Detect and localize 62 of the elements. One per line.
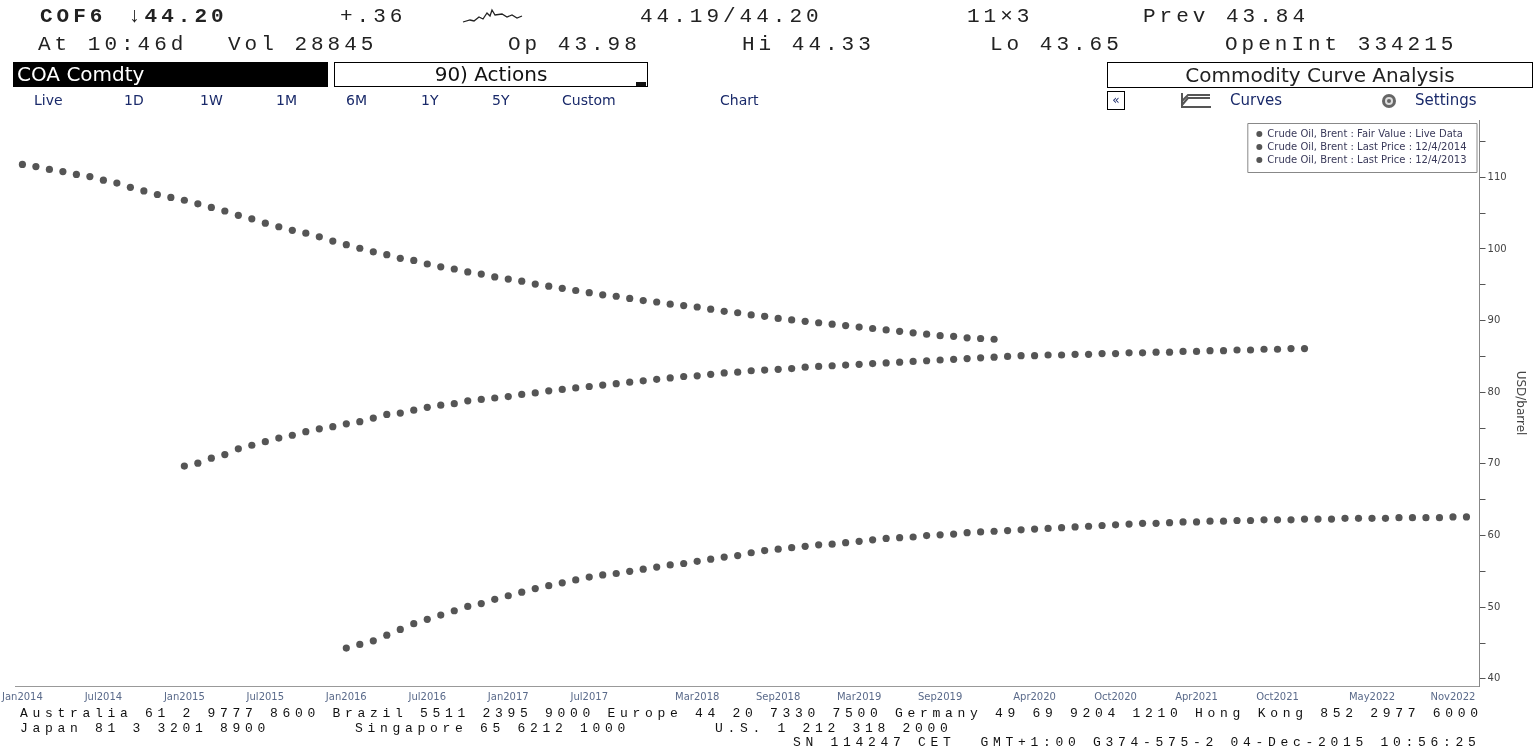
x-tick-label: Jul2014 [83,690,123,702]
legend-label: Crude Oil, Brent : Last Price : 12/4/2014 [1267,140,1467,152]
x-tick-label: Jan2016 [324,690,367,702]
x-tick-label: Jan2017 [486,690,529,702]
text: « [1107,91,1125,110]
text: Op 43.98 [508,33,641,56]
text: SN 114247 CET GMT+1:00 G374-575-2 04-Dec-2015 10:56:25 [793,735,1481,750]
y-tick-label: 80 [1487,385,1501,397]
text: 11×3 [967,5,1034,28]
text: 1D [124,92,144,108]
text: Settings [1415,91,1477,109]
y-tick-label: 40 [1487,672,1501,684]
x-tick-label: Oct2020 [1094,690,1137,702]
text: Prev 43.84 [1143,5,1310,28]
y-axis-title: USD/barrel [1513,370,1528,436]
text: At 10:46d [38,33,188,56]
text: 5Y [492,92,510,108]
x-tick-label: Mar2019 [836,690,882,702]
x-tick-label: Sep2018 [756,690,801,702]
x-tick-label: Nov2022 [1430,690,1476,702]
text: Japan 81 3 3201 8900 [20,721,271,736]
text: 44.19/44.20 [640,5,823,28]
x-tick-label: Jul2016 [407,690,447,702]
text: +.36 [340,5,407,28]
x-tick-label: Apr2020 [1013,690,1056,702]
text: Lo 43.65 [990,33,1123,56]
x-tick-label: Jul2017 [569,690,608,702]
legend-label: Crude Oil, Brent : Last Price : 12/4/2013 [1267,153,1467,165]
x-tick-label: Jul2015 [245,690,285,702]
chart-title: Commodity Curve Analysis [1107,62,1533,88]
y-tick-label: 90 [1487,314,1501,326]
y-tick-label: 60 [1487,529,1501,541]
text: OpenInt 334215 [1225,33,1458,56]
x-tick-label: Oct2021 [1256,690,1299,702]
legend-label: Crude Oil, Brent : Fair Value : Live Data [1267,127,1463,139]
x-tick-label: Jan2015 [162,690,205,702]
text: 1M [276,92,297,108]
text: Singapore 65 6212 1000 [355,721,631,736]
y-tick-label: 110 [1487,170,1507,182]
y-tick-label: 70 [1487,457,1501,469]
text: COF6 [40,5,107,28]
text: 1W [200,92,223,108]
text: Australia 61 2 9777 8600 Brazil 5511 2395 9000 Europe 44 20 7330 7500 Germany 49 69 9204 1210 Hong Kong 852 2977 6000 [20,706,1483,721]
x-tick-label: Apr2021 [1175,690,1218,702]
x-tick-label: Jan2014 [0,690,43,702]
x-tick-label: Mar2018 [675,690,720,702]
x-tick-label: Sep2019 [917,690,963,702]
text: Curves [1230,91,1283,109]
y-tick-label: 50 [1487,600,1501,612]
text: COA Comdty [13,62,328,87]
text: Hi 44.33 [742,33,875,56]
text: 1Y [421,92,439,108]
text: Live [34,92,63,108]
text: 90) Actions [334,62,648,87]
text: Custom [562,92,616,108]
text: 6M [346,92,367,108]
text: ↓44.20 [128,5,228,28]
text: U.S. 1 212 318 2000 [715,721,953,736]
x-tick-label: May2022 [1348,690,1396,702]
text: Chart [720,92,759,108]
y-tick-label: 100 [1487,242,1507,254]
text: Vol 28845 [228,33,378,56]
